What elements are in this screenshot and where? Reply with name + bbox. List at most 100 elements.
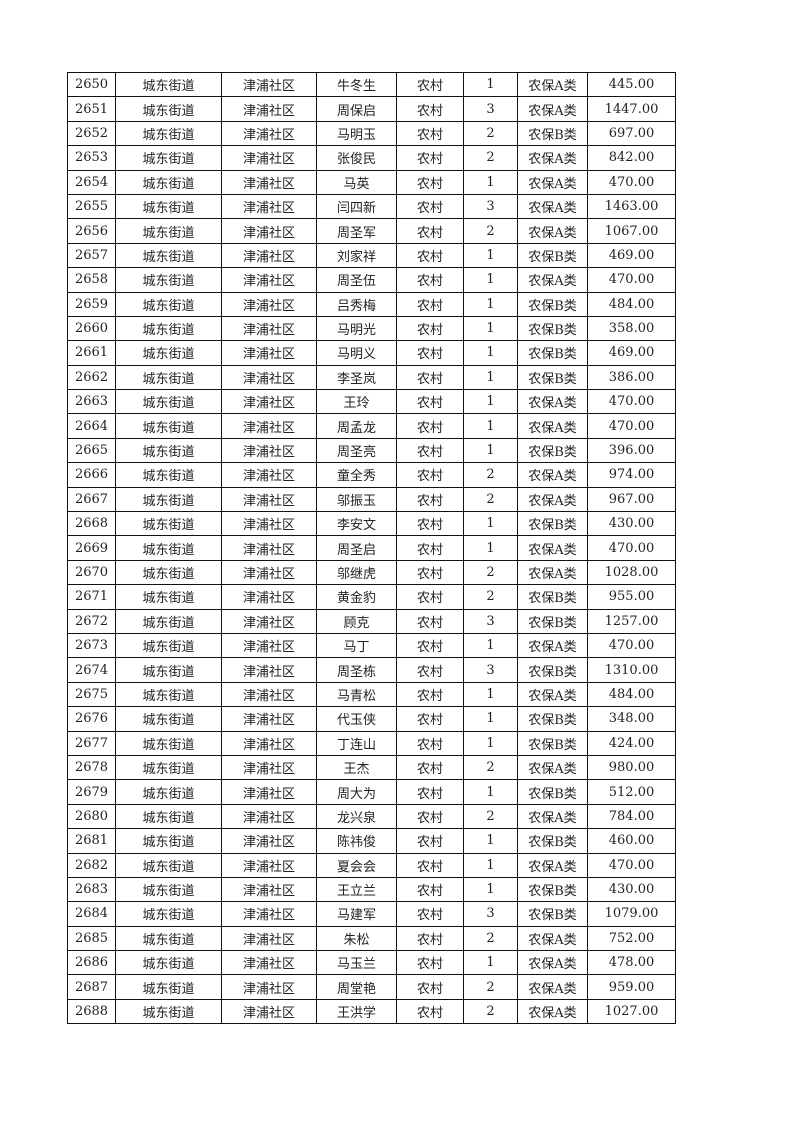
- cell-community: 津浦社区: [221, 876, 317, 903]
- cell-row-number: 2656: [67, 218, 116, 244]
- cell-community: 津浦社区: [221, 340, 317, 366]
- cell-street: 城东街道: [115, 803, 222, 830]
- cell-insurance-type: 农保A类: [517, 169, 588, 195]
- cell-member-count: 1: [463, 950, 518, 976]
- table-row: 2653 城东街道 津浦社区 张俊民 农村 2 农保A类 842.00: [67, 145, 676, 171]
- cell-household-type: 农村: [396, 608, 464, 634]
- cell-street: 城东街道: [115, 96, 222, 122]
- cell-name: 张俊民: [316, 145, 397, 171]
- cell-row-number: 2679: [67, 779, 116, 805]
- cell-street: 城东街道: [115, 267, 222, 293]
- cell-insurance-type: 农保A类: [517, 754, 588, 781]
- cell-community: 津浦社区: [221, 364, 317, 391]
- table-row: 2670 城东街道 津浦社区 邬继虎 农村 2 农保A类 1028.00: [67, 559, 676, 586]
- cell-member-count: 1: [463, 437, 518, 464]
- table-row: 2685 城东街道 津浦社区 朱松 农村 2 农保A类 752.00: [67, 925, 676, 952]
- cell-amount: 1028.00: [587, 559, 676, 586]
- cell-household-type: 农村: [396, 584, 464, 610]
- cell-community: 津浦社区: [221, 462, 317, 488]
- cell-community: 津浦社区: [221, 193, 317, 220]
- cell-amount: 697.00: [587, 120, 676, 147]
- table-row: 2654 城东街道 津浦社区 马英 农村 1 农保A类 470.00: [67, 169, 676, 195]
- cell-amount: 484.00: [587, 681, 676, 708]
- cell-household-type: 农村: [396, 291, 464, 317]
- cell-community: 津浦社区: [221, 486, 317, 513]
- cell-name: 周圣亮: [316, 437, 397, 464]
- cell-name: 王立兰: [316, 876, 397, 903]
- cell-community: 津浦社区: [221, 730, 317, 756]
- cell-insurance-type: 农保A类: [517, 950, 588, 976]
- cell-member-count: 1: [463, 71, 518, 98]
- cell-community: 津浦社区: [221, 706, 317, 732]
- cell-household-type: 农村: [396, 730, 464, 756]
- cell-amount: 1027.00: [587, 998, 676, 1025]
- cell-amount: 430.00: [587, 876, 676, 903]
- table-row: 2663 城东街道 津浦社区 王玲 农村 1 农保A类 470.00: [67, 389, 676, 415]
- cell-row-number: 2651: [67, 96, 116, 122]
- cell-insurance-type: 农保B类: [517, 706, 588, 732]
- cell-name: 马玉兰: [316, 950, 397, 976]
- cell-community: 津浦社区: [221, 632, 317, 659]
- table-row: 2687 城东街道 津浦社区 周堂艳 农村 2 农保A类 959.00: [67, 974, 676, 1000]
- cell-insurance-type: 农保B类: [517, 291, 588, 317]
- cell-insurance-type: 农保B类: [517, 120, 588, 147]
- cell-insurance-type: 农保B类: [517, 364, 588, 391]
- cell-insurance-type: 农保A类: [517, 852, 588, 878]
- cell-member-count: 2: [463, 754, 518, 781]
- cell-street: 城东街道: [115, 828, 222, 854]
- table-row: 2671 城东街道 津浦社区 黄金豹 农村 2 农保B类 955.00: [67, 584, 676, 610]
- cell-row-number: 2662: [67, 364, 116, 391]
- cell-household-type: 农村: [396, 96, 464, 122]
- cell-amount: 430.00: [587, 511, 676, 537]
- cell-community: 津浦社区: [221, 315, 317, 342]
- cell-name: 丁连山: [316, 730, 397, 756]
- cell-street: 城东街道: [115, 291, 222, 317]
- table-row: 2662 城东街道 津浦社区 李圣岚 农村 1 农保B类 386.00: [67, 364, 676, 391]
- table-row: 2666 城东街道 津浦社区 童全秀 农村 2 农保A类 974.00: [67, 462, 676, 488]
- cell-row-number: 2687: [67, 974, 116, 1000]
- cell-member-count: 1: [463, 706, 518, 732]
- cell-street: 城东街道: [115, 950, 222, 976]
- cell-amount: 752.00: [587, 925, 676, 952]
- cell-row-number: 2653: [67, 145, 116, 171]
- table-row: 2681 城东街道 津浦社区 陈祎俊 农村 1 农保B类 460.00: [67, 828, 676, 854]
- cell-row-number: 2677: [67, 730, 116, 756]
- cell-street: 城东街道: [115, 681, 222, 708]
- cell-name: 代玉侠: [316, 706, 397, 732]
- cell-member-count: 1: [463, 828, 518, 854]
- cell-name: 周保启: [316, 96, 397, 122]
- cell-insurance-type: 农保A类: [517, 462, 588, 488]
- cell-household-type: 农村: [396, 632, 464, 659]
- cell-street: 城东街道: [115, 242, 222, 269]
- cell-insurance-type: 农保B类: [517, 730, 588, 756]
- cell-household-type: 农村: [396, 218, 464, 244]
- cell-insurance-type: 农保A类: [517, 925, 588, 952]
- cell-amount: 470.00: [587, 169, 676, 195]
- cell-amount: 470.00: [587, 267, 676, 293]
- cell-household-type: 农村: [396, 169, 464, 195]
- cell-insurance-type: 农保B类: [517, 657, 588, 683]
- cell-household-type: 农村: [396, 315, 464, 342]
- table-row: 2684 城东街道 津浦社区 马建军 农村 3 农保B类 1079.00: [67, 901, 676, 927]
- cell-member-count: 2: [463, 925, 518, 952]
- cell-row-number: 2673: [67, 632, 116, 659]
- cell-name: 王洪学: [316, 998, 397, 1025]
- cell-insurance-type: 农保A类: [517, 193, 588, 220]
- cell-household-type: 农村: [396, 754, 464, 781]
- cell-household-type: 农村: [396, 657, 464, 683]
- cell-insurance-type: 农保A类: [517, 145, 588, 171]
- table-row: 2669 城东街道 津浦社区 周圣启 农村 1 农保A类 470.00: [67, 535, 676, 561]
- cell-amount: 512.00: [587, 779, 676, 805]
- cell-row-number: 2666: [67, 462, 116, 488]
- table-row: 2668 城东街道 津浦社区 李安文 农村 1 农保B类 430.00: [67, 511, 676, 537]
- cell-community: 津浦社区: [221, 413, 317, 439]
- cell-street: 城东街道: [115, 852, 222, 878]
- cell-community: 津浦社区: [221, 169, 317, 195]
- cell-household-type: 农村: [396, 950, 464, 976]
- cell-street: 城东街道: [115, 437, 222, 464]
- cell-household-type: 农村: [396, 71, 464, 98]
- cell-community: 津浦社区: [221, 681, 317, 708]
- cell-row-number: 2688: [67, 998, 116, 1025]
- cell-member-count: 1: [463, 730, 518, 756]
- cell-street: 城东街道: [115, 389, 222, 415]
